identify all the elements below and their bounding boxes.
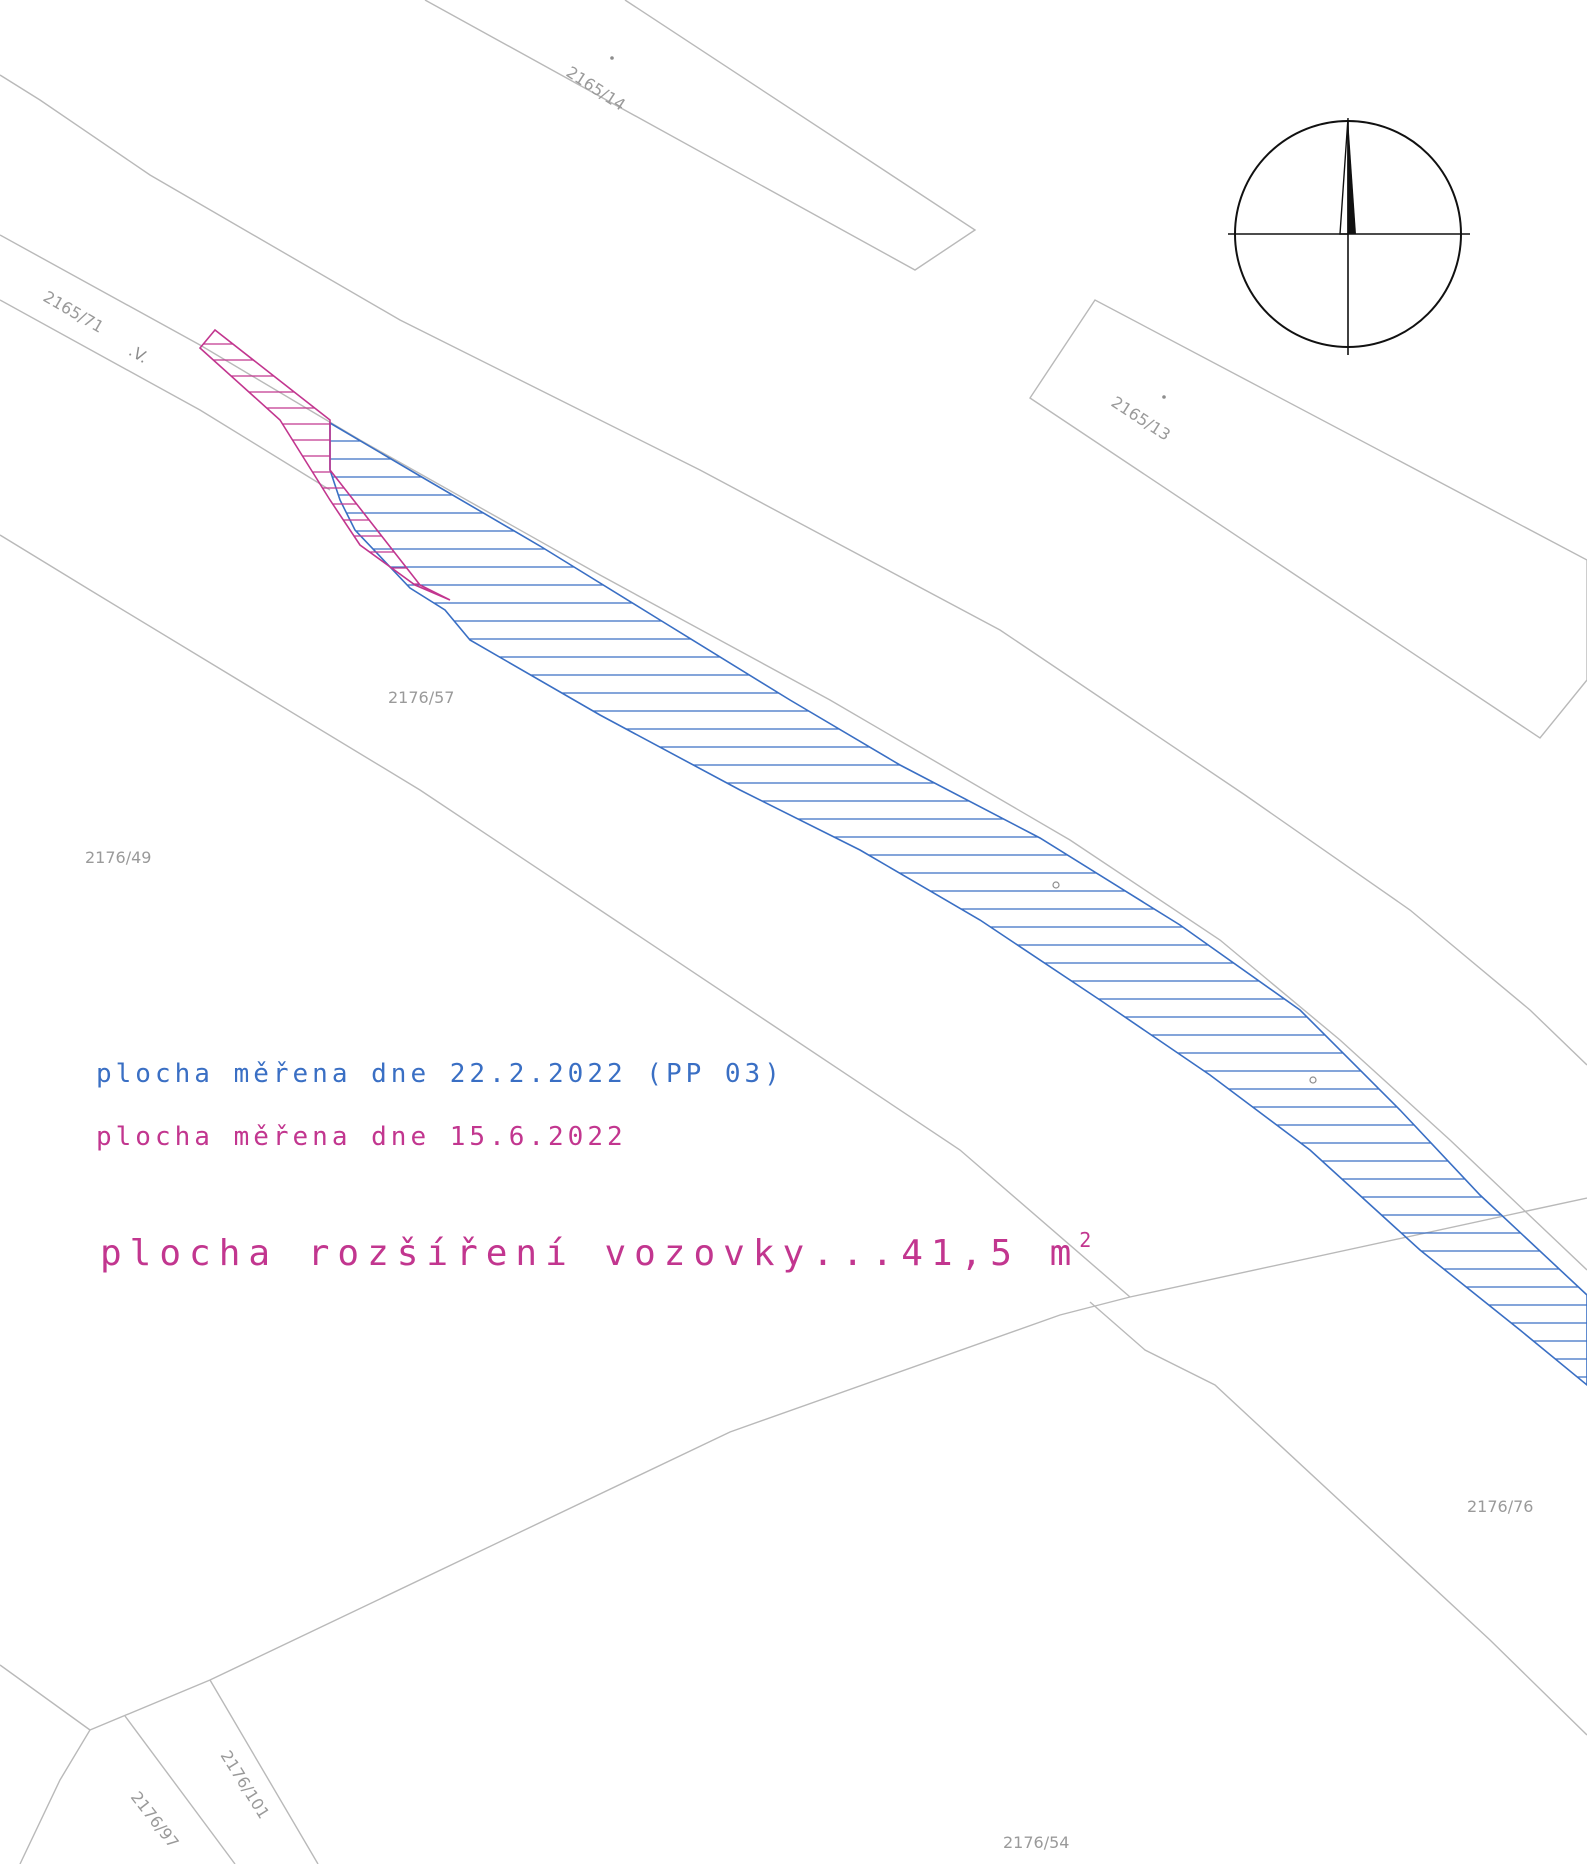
parcel-label-2176-101: 2176/101: [217, 1747, 274, 1822]
parcel-2176-76-boundary: [1089, 1301, 1587, 1736]
boundary-marker-icon: .V.: [125, 341, 151, 367]
area-summary-superscript: 2: [1079, 1228, 1099, 1252]
legend: plocha měřena dne 22.2.2022 (PP 03) ploc…: [96, 1059, 1099, 1274]
area-summary: plocha rozšíření vozovky...41,5 m2: [100, 1228, 1099, 1274]
survey-mark-icon: [610, 56, 614, 60]
area-jun-polygon: [198, 328, 451, 601]
legend-jun-measurement: plocha měřena dne 15.6.2022: [96, 1122, 627, 1152]
road-north-edge: [0, 74, 1587, 1066]
survey-mark-icon: [1052, 881, 1060, 889]
parcel-2176-57-south-edge: [0, 534, 1131, 1298]
parcel-label-2165-13: 2165/13: [1108, 392, 1174, 444]
parcel-label-2176-54: 2176/54: [1003, 1833, 1069, 1852]
parcel-label-2176-49: 2176/49: [85, 848, 151, 867]
survey-mark-icon: [1162, 395, 1166, 399]
area-summary-text: plocha rozšíření vozovky...41,5 m: [100, 1233, 1079, 1274]
area-measured-jun: [198, 328, 451, 601]
building-2165-13-outline: [1029, 299, 1587, 739]
parcel-2176-101-west-edge: [124, 1715, 236, 1864]
area-measured-feb: [329, 421, 1587, 1387]
parcel-label-2176-97: 2176/97: [127, 1788, 183, 1852]
parcel-label-2165-14: 2165/14: [563, 62, 629, 114]
parcel-label-2165-71: 2165/71: [40, 287, 107, 337]
parcel-label-2176-76: 2176/76: [1467, 1497, 1533, 1516]
area-feb-polygon: [329, 421, 1587, 1387]
road-south-edge: [0, 299, 331, 491]
parcel-2176-101-east-edge: [209, 1679, 319, 1864]
parcel-2176-97-boundary: [0, 1664, 91, 1864]
parcel-label-2176-57: 2176/57: [388, 688, 454, 707]
parcel-2176-54-north-edge: [89, 1197, 1587, 1731]
parcel-labels: 2165/14 2165/13 2165/71 2176/57 2176/49 …: [40, 62, 1533, 1852]
survey-mark-icon: [1309, 1076, 1317, 1084]
legend-feb-measurement: plocha měřena dne 22.2.2022 (PP 03): [96, 1059, 784, 1089]
north-arrow-icon: [1228, 117, 1470, 355]
building-2165-14-outline: [424, 0, 977, 271]
